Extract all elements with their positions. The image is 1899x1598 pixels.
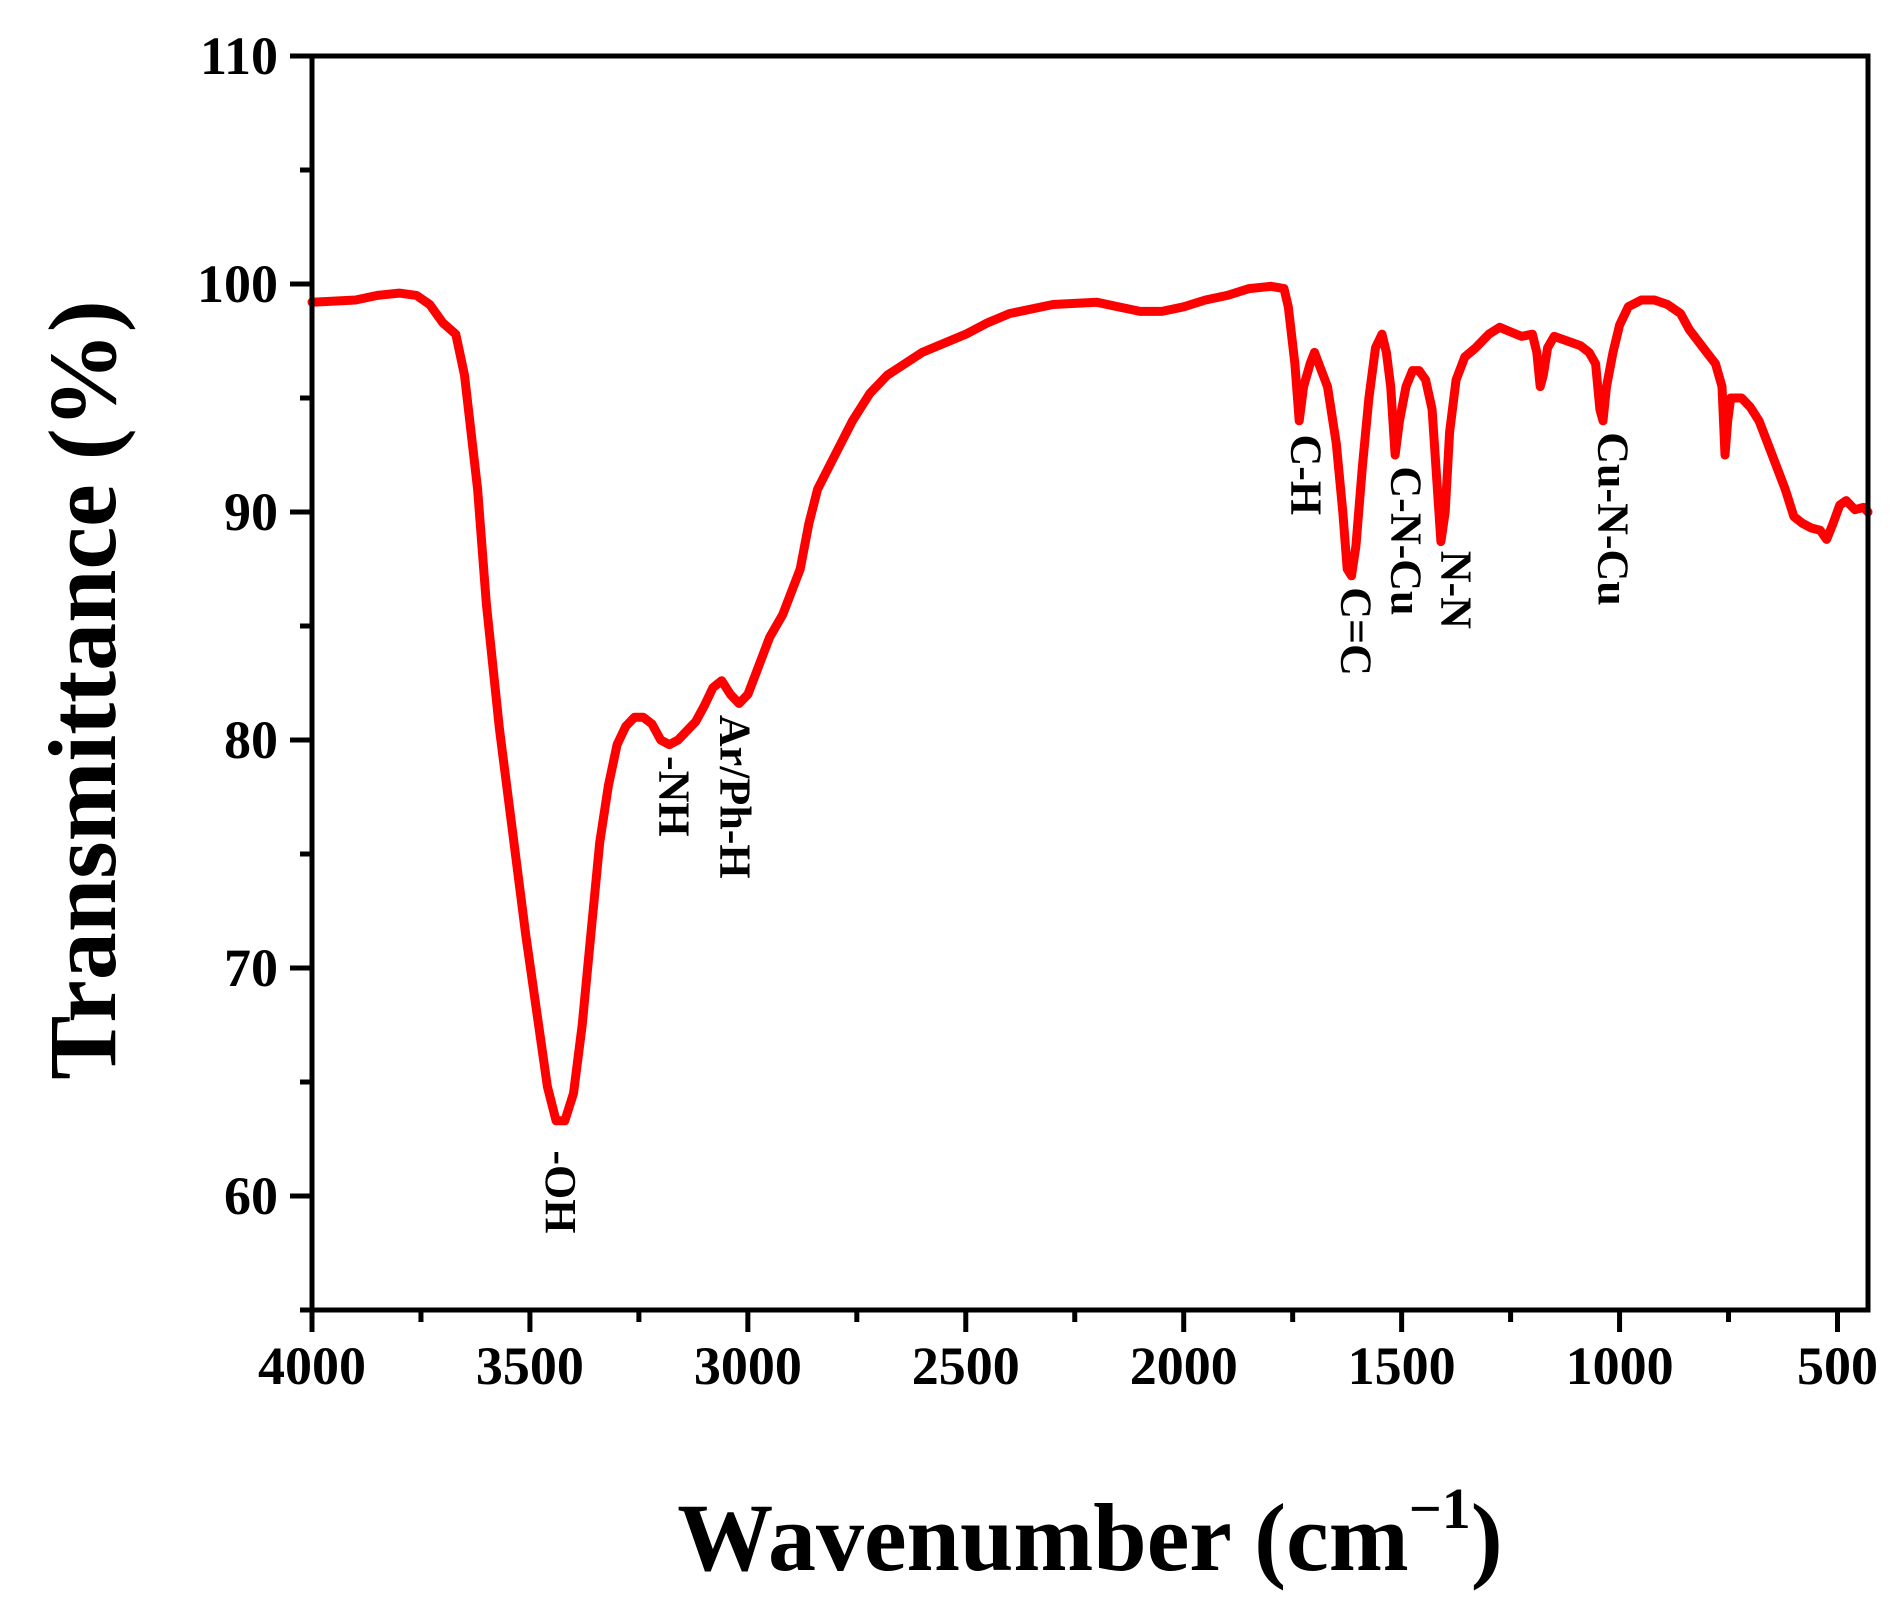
y-tick-label: 80 bbox=[224, 710, 278, 770]
x-tick-label: 2000 bbox=[1130, 1336, 1238, 1396]
x-tick-label: 4000 bbox=[258, 1336, 366, 1396]
peak-label: -OH bbox=[536, 1150, 585, 1233]
x-tick-label: 3500 bbox=[476, 1336, 584, 1396]
tick-labels: 4000 3500 3000 2500 2000 1500 1000 500 60 70 80 90 1… bbox=[197, 26, 1878, 1396]
peak-annotations: -OH -NH Ar/Ph-H C-H C=CC-N-Cu N-N Cu-N-Cu bbox=[536, 432, 1638, 1233]
y-axis-title: Transmittance (%) bbox=[29, 300, 136, 1079]
x-axis-title: Wavenumber (cm−1) bbox=[677, 1476, 1503, 1591]
y-tick-label: 60 bbox=[224, 1166, 278, 1226]
plot-area bbox=[307, 53, 1873, 1313]
x-tick-label: 1500 bbox=[1348, 1336, 1456, 1396]
peak-label: C-H bbox=[1281, 434, 1330, 515]
peak-label: C-N-Cu bbox=[1381, 466, 1430, 615]
peak-label: N-N bbox=[1432, 551, 1481, 629]
y-tick-label: 110 bbox=[200, 26, 278, 86]
y-tick-label: 90 bbox=[224, 482, 278, 542]
axis-ticks bbox=[290, 53, 1840, 1332]
x-tick-label: 3000 bbox=[694, 1336, 802, 1396]
x-tick-label: 2500 bbox=[912, 1336, 1020, 1396]
y-tick-label: 100 bbox=[197, 254, 278, 314]
peak-label: -NH bbox=[649, 756, 698, 837]
plot-frame bbox=[309, 53, 1871, 1313]
peak-label: Ar/Ph-H bbox=[710, 715, 759, 879]
x-tick-label: 500 bbox=[1797, 1336, 1878, 1396]
peak-label: Cu-N-Cu bbox=[1589, 432, 1638, 606]
y-tick-label: 70 bbox=[224, 938, 278, 998]
x-tick-label: 1000 bbox=[1566, 1336, 1674, 1396]
peak-label: C=C bbox=[1331, 587, 1380, 676]
series-line bbox=[307, 281, 1873, 1126]
